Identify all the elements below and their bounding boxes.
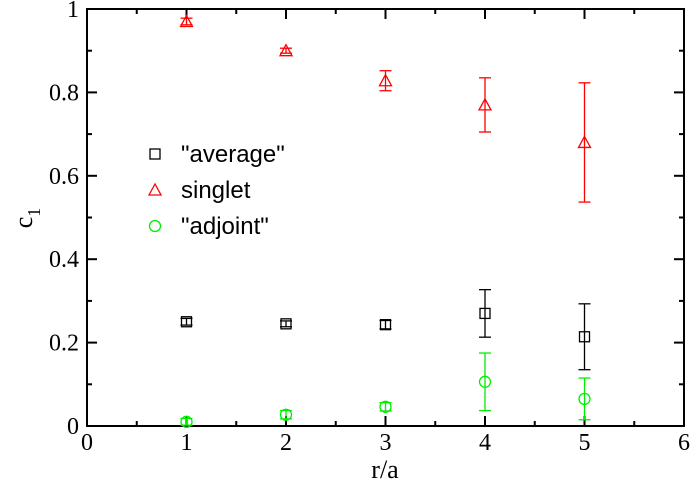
legend-label: singlet [181, 177, 251, 204]
data-point-circle [180, 415, 193, 428]
y-tick-label: 1 [67, 0, 79, 23]
x-tick-label: 5 [579, 430, 591, 456]
x-tick-label: 2 [280, 430, 292, 456]
legend: "average" singlet "adjoint" [147, 141, 285, 240]
x-tick-labels: 0 1 2 3 4 5 6 [81, 430, 690, 456]
x-tick-label: 6 [678, 430, 690, 456]
data-point-triangle [278, 43, 294, 57]
data-point-triangle [477, 97, 493, 111]
y-axis-title: c1 [9, 208, 44, 229]
data-point-triangle [378, 73, 393, 87]
x-tick-label: 1 [181, 430, 193, 456]
y-tick-label: 0 [67, 414, 79, 440]
y-tick-label: 0.2 [49, 331, 79, 357]
legend-item: "adjoint" [148, 213, 269, 240]
legend-item: "average" [149, 141, 285, 168]
y-tick-label: 0.8 [49, 80, 79, 106]
x-tick-label: 0 [81, 430, 93, 456]
data-point-circle [578, 392, 591, 406]
legend-marker-triangle [147, 182, 163, 196]
data-point-triangle [577, 135, 592, 149]
x-axis-title: r/a [371, 455, 399, 484]
legend-marker-circle [148, 219, 162, 233]
series-square [180, 288, 591, 371]
svg-text:c1: c1 [9, 208, 44, 229]
x-tick-label: 3 [380, 430, 392, 456]
x-tick-label: 4 [479, 430, 491, 456]
y-tick-label: 0.6 [49, 164, 79, 190]
data-point-circle [279, 408, 293, 421]
data-point-square [379, 319, 392, 331]
data-point-circle [478, 375, 492, 388]
series-circle [180, 352, 591, 428]
series-triangle [179, 14, 592, 203]
legend-marker-square [149, 148, 161, 160]
data-point-square [280, 318, 292, 330]
legend-item: singlet [147, 177, 251, 204]
legend-label: "adjoint" [181, 213, 269, 240]
axis-ticks [86, 8, 685, 427]
data-point-triangle [179, 14, 194, 28]
data-point-square [479, 307, 491, 320]
y-tick-label: 0.4 [49, 247, 79, 273]
data-point-square [180, 316, 193, 328]
data-point-circle [379, 400, 392, 413]
series-layer [179, 14, 592, 428]
y-tick-labels: 0 0.2 0.4 0.6 0.8 1 [49, 0, 79, 440]
y-axis-title-subscript: 1 [24, 208, 44, 217]
y-axis-title-main: c [9, 217, 38, 229]
data-point-square [578, 331, 591, 343]
legend-label: "average" [181, 141, 285, 168]
